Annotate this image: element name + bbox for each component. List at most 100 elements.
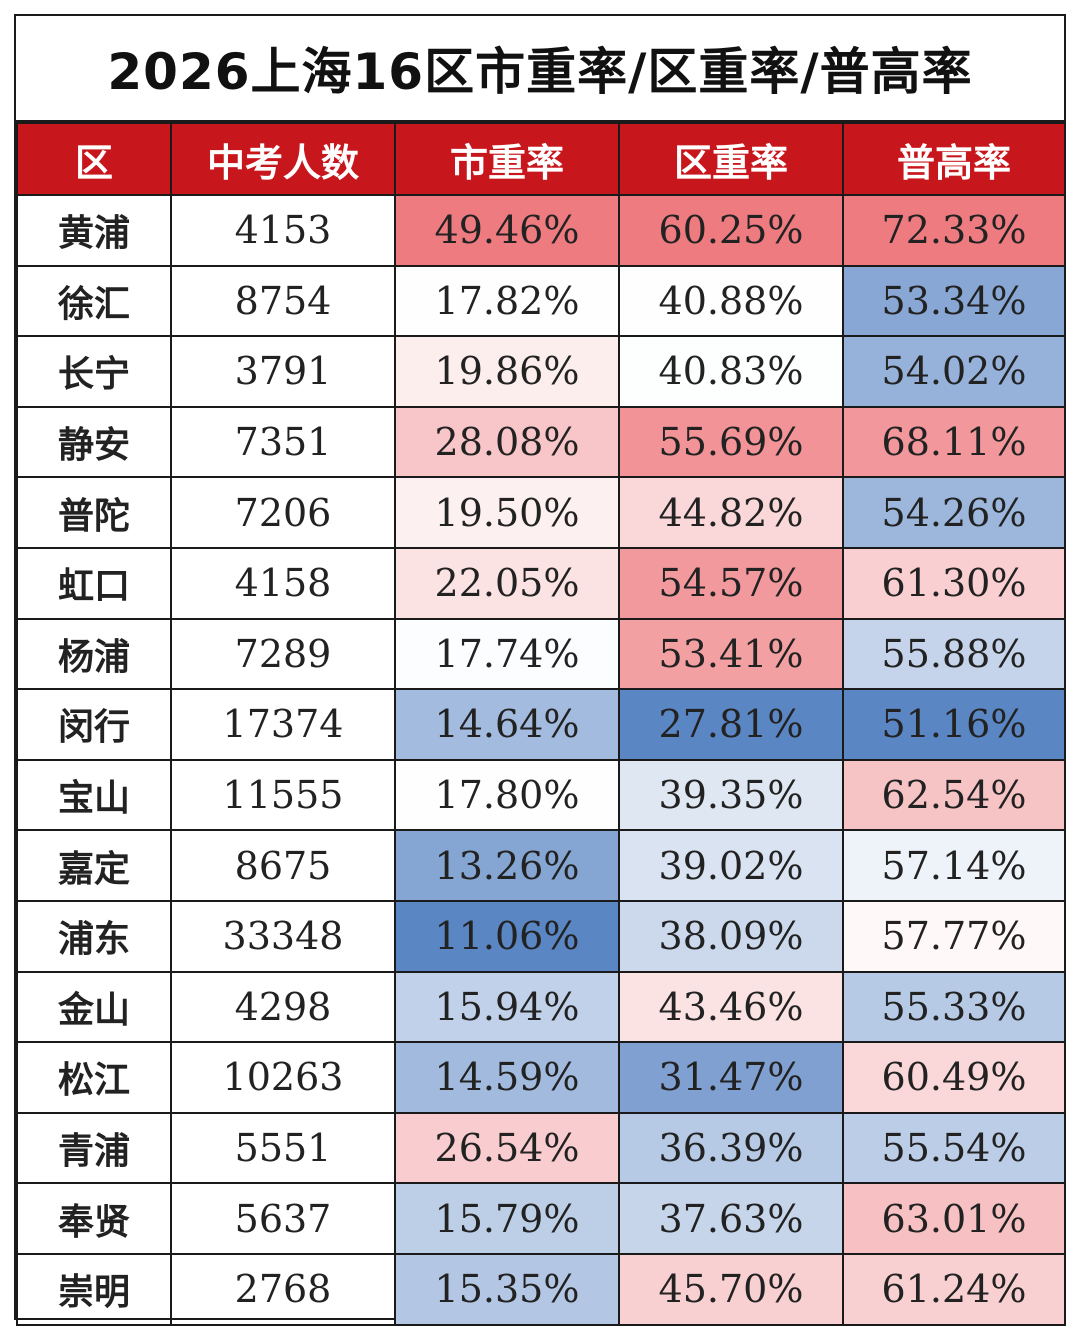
- rate-table: 区 中考人数 市重率 区重率 普高率 黄浦 4153 49.46% 60.25% 72.…: [16, 122, 1066, 1326]
- city-key-rate-cell: 15.79%: [394, 1182, 620, 1255]
- city-key-rate-cell: 26.54%: [394, 1111, 620, 1185]
- header-district: 区: [16, 122, 172, 196]
- district-cell: 闵行: [16, 688, 172, 761]
- header-exam-count: 中考人数: [170, 122, 396, 196]
- exam-count-cell: 7289: [170, 617, 396, 691]
- general-high-rate-cell: 57.14%: [842, 829, 1066, 902]
- header-city-key-rate: 市重率: [394, 122, 620, 196]
- exam-count-cell: 5551: [170, 1111, 396, 1185]
- exam-count-cell: 8675: [170, 829, 396, 902]
- general-high-rate-cell: 51.16%: [842, 688, 1066, 761]
- district-cell: 青浦: [16, 1111, 172, 1185]
- district-cell: 黄浦: [16, 194, 172, 267]
- rate-table-frame: 2026上海16区市重率/区重率/普高率 区 中考人数 市重率 区重率 普高率 …: [14, 14, 1066, 1326]
- district-key-rate-cell: 38.09%: [618, 899, 844, 973]
- table-row: 松江 10263 14.59% 31.47% 60.49%: [16, 1041, 1066, 1114]
- general-high-rate-cell: 68.11%: [842, 405, 1066, 479]
- district-key-rate-cell: 45.70%: [618, 1252, 844, 1326]
- exam-count-cell: 10263: [170, 1041, 396, 1114]
- table-row: 崇明 2768 15.35% 45.70% 61.24%: [16, 1252, 1066, 1326]
- table-row: 浦东 33348 11.06% 38.09% 57.77%: [16, 899, 1066, 973]
- district-cell: 宝山: [16, 758, 172, 832]
- table-row: 长宁 3791 19.86% 40.83% 54.02%: [16, 335, 1066, 408]
- exam-count-cell: 33348: [170, 899, 396, 973]
- general-high-rate-cell: 53.34%: [842, 264, 1066, 338]
- table-row: 静安 7351 28.08% 55.69% 68.11%: [16, 405, 1066, 479]
- general-high-rate-cell: 57.77%: [842, 899, 1066, 973]
- city-key-rate-cell: 15.94%: [394, 970, 620, 1044]
- district-cell: 金山: [16, 970, 172, 1044]
- district-key-rate-cell: 39.35%: [618, 758, 844, 832]
- district-key-rate-cell: 40.88%: [618, 264, 844, 338]
- city-key-rate-cell: 11.06%: [394, 899, 620, 973]
- exam-count-cell: 2768: [170, 1252, 396, 1326]
- header-row: 区 中考人数 市重率 区重率 普高率: [16, 122, 1066, 196]
- table-row: 嘉定 8675 13.26% 39.02% 57.14%: [16, 829, 1066, 902]
- table-row: 金山 4298 15.94% 43.46% 55.33%: [16, 970, 1066, 1044]
- general-high-rate-cell: 54.02%: [842, 335, 1066, 408]
- district-cell: 松江: [16, 1041, 172, 1114]
- general-high-rate-cell: 72.33%: [842, 194, 1066, 267]
- general-high-rate-cell: 61.30%: [842, 546, 1066, 620]
- table-body: 黄浦 4153 49.46% 60.25% 72.33% 徐汇 8754 17.82% 40.8…: [16, 194, 1066, 1326]
- city-key-rate-cell: 49.46%: [394, 194, 620, 267]
- table-title: 2026上海16区市重率/区重率/普高率: [16, 16, 1064, 122]
- header-general-high-rate: 普高率: [842, 122, 1066, 196]
- district-key-rate-cell: 27.81%: [618, 688, 844, 761]
- district-cell: 浦东: [16, 899, 172, 973]
- district-cell: 嘉定: [16, 829, 172, 902]
- district-cell: 静安: [16, 405, 172, 479]
- district-key-rate-cell: 37.63%: [618, 1182, 844, 1255]
- table-row: 宝山 11555 17.80% 39.35% 62.54%: [16, 758, 1066, 832]
- general-high-rate-cell: 60.49%: [842, 1041, 1066, 1114]
- exam-count-cell: 17374: [170, 688, 396, 761]
- exam-count-cell: 7351: [170, 405, 396, 479]
- district-key-rate-cell: 39.02%: [618, 829, 844, 902]
- district-key-rate-cell: 31.47%: [618, 1041, 844, 1114]
- table-row: 奉贤 5637 15.79% 37.63% 63.01%: [16, 1182, 1066, 1255]
- district-cell: 崇明: [16, 1252, 172, 1326]
- city-key-rate-cell: 17.74%: [394, 617, 620, 691]
- table-row: 青浦 5551 26.54% 36.39% 55.54%: [16, 1111, 1066, 1185]
- city-key-rate-cell: 17.80%: [394, 758, 620, 832]
- district-key-rate-cell: 43.46%: [618, 970, 844, 1044]
- city-key-rate-cell: 28.08%: [394, 405, 620, 479]
- city-key-rate-cell: 14.59%: [394, 1041, 620, 1114]
- table-row: 徐汇 8754 17.82% 40.88% 53.34%: [16, 264, 1066, 338]
- table-row: 杨浦 7289 17.74% 53.41% 55.88%: [16, 617, 1066, 691]
- district-key-rate-cell: 40.83%: [618, 335, 844, 408]
- exam-count-cell: 5637: [170, 1182, 396, 1255]
- header-district-key-rate: 区重率: [618, 122, 844, 196]
- district-cell: 奉贤: [16, 1182, 172, 1255]
- general-high-rate-cell: 55.33%: [842, 970, 1066, 1044]
- general-high-rate-cell: 62.54%: [842, 758, 1066, 832]
- table-row: 黄浦 4153 49.46% 60.25% 72.33%: [16, 194, 1066, 267]
- district-cell: 长宁: [16, 335, 172, 408]
- city-key-rate-cell: 15.35%: [394, 1252, 620, 1326]
- district-key-rate-cell: 54.57%: [618, 546, 844, 620]
- exam-count-cell: 4158: [170, 546, 396, 620]
- general-high-rate-cell: 55.88%: [842, 617, 1066, 691]
- district-key-rate-cell: 55.69%: [618, 405, 844, 479]
- district-key-rate-cell: 36.39%: [618, 1111, 844, 1185]
- table-row: 普陀 7206 19.50% 44.82% 54.26%: [16, 476, 1066, 549]
- city-key-rate-cell: 19.50%: [394, 476, 620, 549]
- general-high-rate-cell: 61.24%: [842, 1252, 1066, 1326]
- district-key-rate-cell: 44.82%: [618, 476, 844, 549]
- city-key-rate-cell: 22.05%: [394, 546, 620, 620]
- table-row: 闵行 17374 14.64% 27.81% 51.16%: [16, 688, 1066, 761]
- exam-count-cell: 11555: [170, 758, 396, 832]
- exam-count-cell: 4153: [170, 194, 396, 267]
- district-cell: 杨浦: [16, 617, 172, 691]
- city-key-rate-cell: 14.64%: [394, 688, 620, 761]
- district-cell: 虹口: [16, 546, 172, 620]
- exam-count-cell: 3791: [170, 335, 396, 408]
- exam-count-cell: 4298: [170, 970, 396, 1044]
- exam-count-cell: 7206: [170, 476, 396, 549]
- district-key-rate-cell: 53.41%: [618, 617, 844, 691]
- city-key-rate-cell: 19.86%: [394, 335, 620, 408]
- district-cell: 徐汇: [16, 264, 172, 338]
- table-row: 虹口 4158 22.05% 54.57% 61.30%: [16, 546, 1066, 620]
- city-key-rate-cell: 13.26%: [394, 829, 620, 902]
- district-cell: 普陀: [16, 476, 172, 549]
